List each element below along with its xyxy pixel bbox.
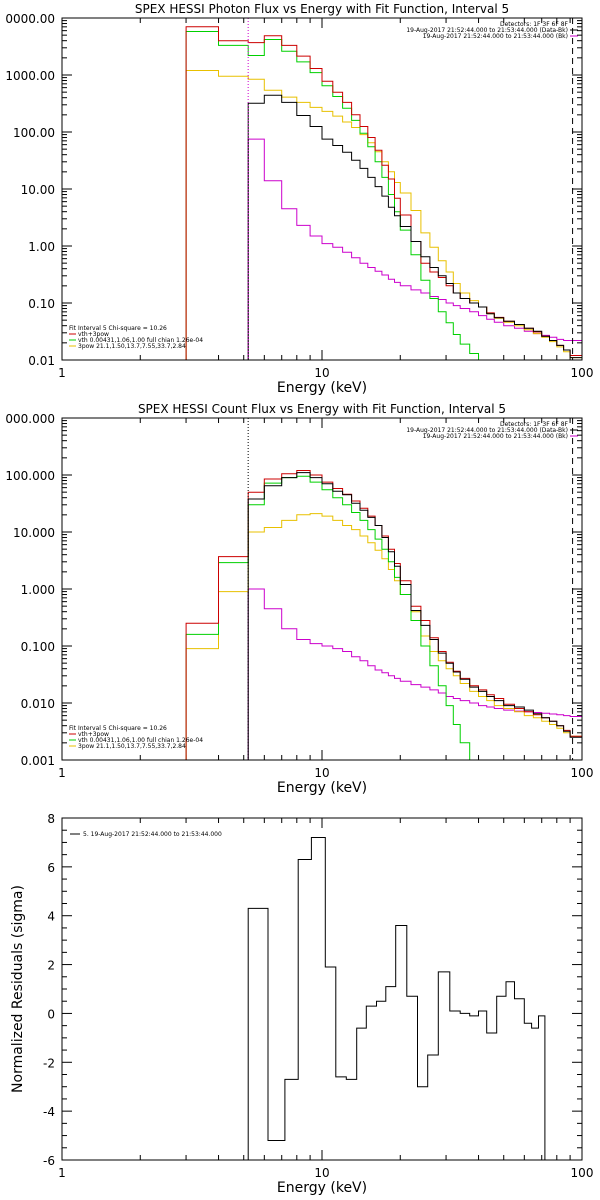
series-bk: [247, 138, 582, 360]
y-tick-label: 0.100: [21, 640, 55, 654]
chart-1: SPEX HESSI Photon Flux vs Energy with Fi…: [5, 2, 593, 396]
y-tick-label: 1.000: [21, 583, 55, 597]
y-axis: -6 -4 -2 0 2 4 6 8 Normalized Residuals (sigma): [10, 812, 582, 1168]
x-tick-label: 100: [571, 366, 594, 380]
legend-text: vth+3pow: [78, 331, 109, 338]
y-tick-label: 8: [47, 812, 55, 826]
x-tick-label: 10: [314, 366, 329, 380]
legend-text: Detectors: 1F 3F 6F 8F: [500, 421, 569, 428]
series-vth-3pow: [185, 470, 582, 760]
legend-text: 19-Aug-2017 21:52:44.000 to 21:53:44.000…: [423, 433, 568, 440]
y-tick-label: 10.00: [21, 183, 55, 197]
y-tick-label: 100.00: [13, 126, 55, 140]
x-axis-label: Energy (keV): [277, 380, 367, 396]
series-group: [247, 837, 554, 1160]
y-tick-label: 0.01: [28, 354, 55, 368]
x-tick-label: 100: [571, 766, 594, 780]
y-tick-label: 100.000: [5, 469, 55, 483]
legend-text: 19-Aug-2017 21:52:44.000 to 21:53:44.000…: [406, 27, 568, 34]
legend-text: Detectors: 1F 3F 6F 8F: [500, 21, 569, 28]
x-tick-label: 1: [58, 1166, 66, 1180]
series-3pow: [185, 70, 582, 360]
legend-text: Fit Interval 5 Chi-square = 10.26: [69, 725, 167, 732]
y-tick-label: -4: [43, 1105, 55, 1119]
x-axis-label: Energy (keV): [277, 780, 367, 796]
legend-bottom-left: Fit Interval 5 Chi-square = 10.26vth+3po…: [69, 725, 203, 750]
y-axis: 0.01 0.10 1.00 10.00 100.00 1000.00 0000.00: [5, 12, 582, 368]
x-tick-label: 1: [58, 766, 66, 780]
y-tick-label: -6: [43, 1154, 55, 1168]
legend-text: vth+3pow: [78, 731, 109, 738]
legend-text: vth 0.00431,1.06,1.00 full chian 1.26e-0…: [78, 737, 203, 744]
y-axis: 0.001 0.010 0.100 1.000 10.000 100.000 000.000: [5, 412, 582, 768]
y-tick-label: 4: [47, 910, 55, 924]
series-3pow: [185, 513, 582, 760]
y-tick-label: 0.10: [28, 297, 55, 311]
plot-frame: [61, 417, 583, 761]
x-axis-label: Energy (keV): [277, 1180, 367, 1196]
legend-text: 19-Aug-2017 21:52:44.000 to 21:53:44.000…: [406, 427, 568, 434]
series-data-bk: [247, 94, 582, 360]
x-axis: 1 10 100 Energy (keV): [58, 818, 593, 1196]
legend-top-left: 5. 19-Aug-2017 21:52:44.000 to 21:53:44.…: [70, 831, 222, 838]
legend-text: 5. 19-Aug-2017 21:52:44.000 to 21:53:44.…: [83, 831, 222, 838]
y-tick-label: 0000.00: [5, 12, 55, 26]
x-tick-label: 100: [571, 1166, 594, 1180]
y-tick-label: 0: [47, 1007, 55, 1021]
y-tick-label: 10.000: [13, 526, 55, 540]
series-group: [185, 26, 582, 360]
chart-2: SPEX HESSI Count Flux vs Energy with Fit…: [5, 402, 593, 796]
x-tick-label: 10: [314, 1166, 329, 1180]
y-tick-label: 1.00: [28, 240, 55, 254]
y-tick-label: 0.010: [21, 697, 55, 711]
legend-text: vth 0.00431,1.06,1.00 full chian 1.26e-0…: [78, 337, 203, 344]
series-data-bk: [247, 472, 582, 760]
y-tick-label: 1000.00: [5, 69, 55, 83]
y-tick-label: 2: [47, 959, 55, 973]
chart-title: SPEX HESSI Count Flux vs Energy with Fit…: [138, 402, 506, 416]
plot-frame: [61, 17, 583, 361]
plot-frame: [61, 817, 583, 1161]
y-tick-label: 6: [47, 861, 55, 875]
x-tick-label: 10: [314, 766, 329, 780]
legend-text: 3pow 21.1,1.50,13.7,7.55,33.7,2.84: [78, 743, 186, 750]
chart-3: 1 10 100 Energy (keV) -6 -4 -2 0 2 4 6 8 Normalized …: [10, 812, 593, 1196]
y-axis-label: Normalized Residuals (sigma): [10, 885, 26, 1093]
legend-text: 19-Aug-2017 21:52:44.000 to 21:53:44.000…: [423, 33, 568, 40]
legend-bottom-left: Fit Interval 5 Chi-square = 10.26vth+3po…: [69, 325, 203, 350]
x-tick-label: 1: [58, 366, 66, 380]
series-group: [185, 470, 582, 760]
legend-text: Fit Interval 5 Chi-square = 10.26: [69, 325, 167, 332]
x-axis: 1 10 100 Energy (keV): [58, 418, 593, 796]
chart-title: SPEX HESSI Photon Flux vs Energy with Fi…: [135, 2, 509, 16]
y-tick-label: 000.000: [5, 412, 55, 426]
y-tick-label: -2: [43, 1056, 55, 1070]
series-vth: [185, 31, 488, 360]
y-tick-label: 0.001: [21, 754, 55, 768]
legend-text: 3pow 21.1,1.50,13.7,7.55,33.7,2.84: [78, 343, 186, 350]
x-axis: 1 10 100 Energy (keV): [58, 18, 593, 396]
series-5-19-aug-2017-21-52-44-000-to-21-53-44-000: [247, 837, 554, 1160]
series-bk: [247, 588, 582, 760]
